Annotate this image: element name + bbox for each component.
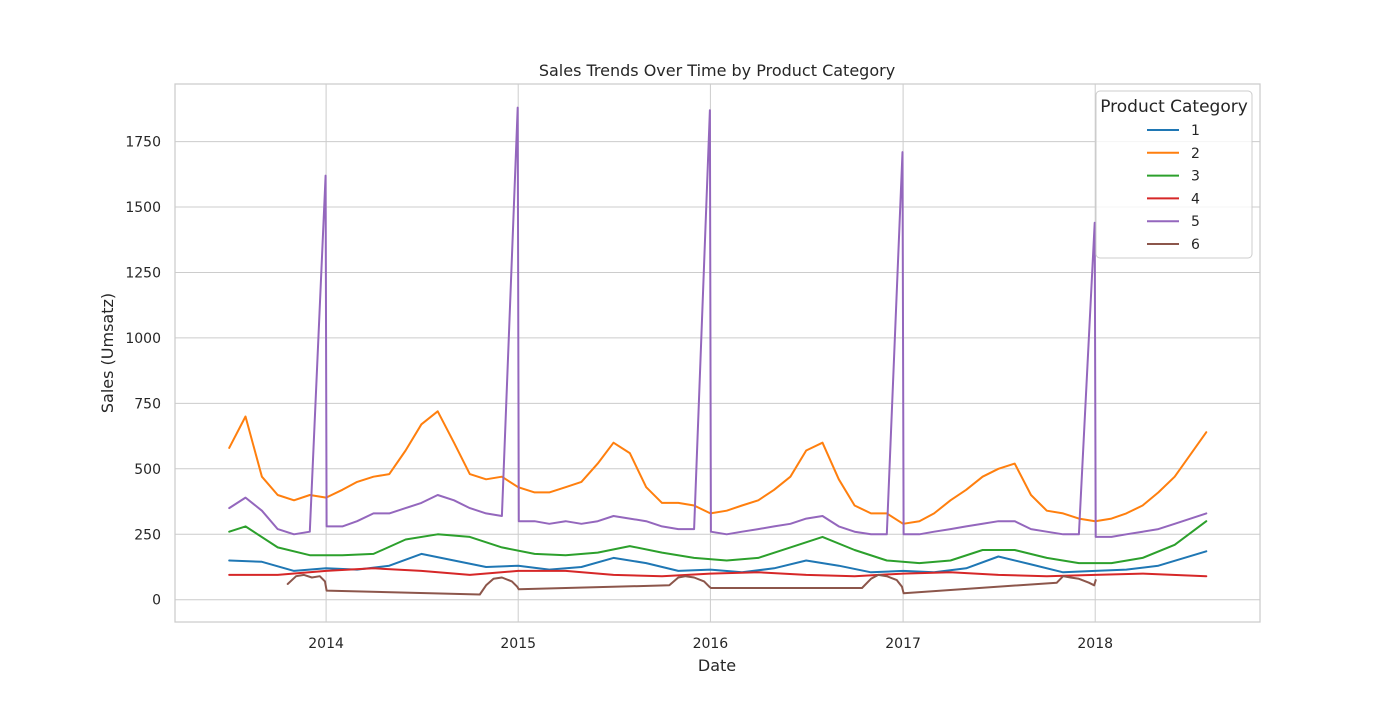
series-line-4 xyxy=(228,567,1208,578)
legend-label-3: 3 xyxy=(1191,169,1200,185)
legend-label-5: 5 xyxy=(1191,214,1200,230)
legend: Product Category 1 2 3 4 5 6 xyxy=(1095,90,1253,259)
series-line-6 xyxy=(286,573,1097,596)
series-line-5 xyxy=(228,106,1208,538)
x-tick-label: 2015 xyxy=(500,636,536,652)
series-line-1 xyxy=(228,550,1208,574)
legend-box xyxy=(1095,90,1253,259)
y-tick-label: 1750 xyxy=(125,135,161,151)
tick-layer: 0 250 500 750 1000 1250 1500 1750 2014 2015 2016 20… xyxy=(125,135,1113,652)
legend-label-4: 4 xyxy=(1191,191,1200,207)
y-axis-label: Sales (Umsatz) xyxy=(98,293,117,413)
x-axis-label: Date xyxy=(698,656,736,675)
legend-label-6: 6 xyxy=(1191,237,1200,253)
legend-title: Product Category xyxy=(1100,97,1248,117)
y-tick-label: 0 xyxy=(152,593,161,609)
y-tick-label: 250 xyxy=(134,527,161,543)
y-tick-label: 1250 xyxy=(125,266,161,282)
series-line-3 xyxy=(228,520,1208,565)
y-tick-label: 1000 xyxy=(125,331,161,347)
legend-items: 1 2 3 4 5 6 xyxy=(1147,123,1200,253)
x-tick-label: 2016 xyxy=(693,636,729,652)
y-tick-label: 500 xyxy=(134,462,161,478)
series-layer xyxy=(228,106,1208,596)
y-tick-label: 750 xyxy=(134,396,161,412)
plot-frame xyxy=(174,83,1261,623)
chart-title: Sales Trends Over Time by Product Catego… xyxy=(539,61,895,80)
x-tick-label: 2018 xyxy=(1077,636,1113,652)
legend-label-1: 1 xyxy=(1191,123,1200,139)
legend-label-2: 2 xyxy=(1191,146,1200,162)
x-tick-label: 2014 xyxy=(308,636,344,652)
x-tick-label: 2017 xyxy=(885,636,921,652)
y-tick-label: 1500 xyxy=(125,200,161,216)
